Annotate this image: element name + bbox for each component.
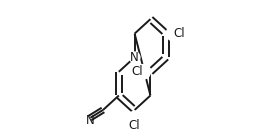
- Text: N: N: [86, 114, 95, 127]
- Text: Cl: Cl: [131, 65, 143, 78]
- Circle shape: [166, 26, 181, 41]
- Text: N: N: [130, 51, 139, 64]
- Circle shape: [136, 65, 150, 79]
- Circle shape: [81, 116, 91, 125]
- Circle shape: [129, 52, 140, 63]
- Text: Cl: Cl: [129, 119, 140, 132]
- Circle shape: [128, 111, 142, 126]
- Text: Cl: Cl: [173, 27, 185, 40]
